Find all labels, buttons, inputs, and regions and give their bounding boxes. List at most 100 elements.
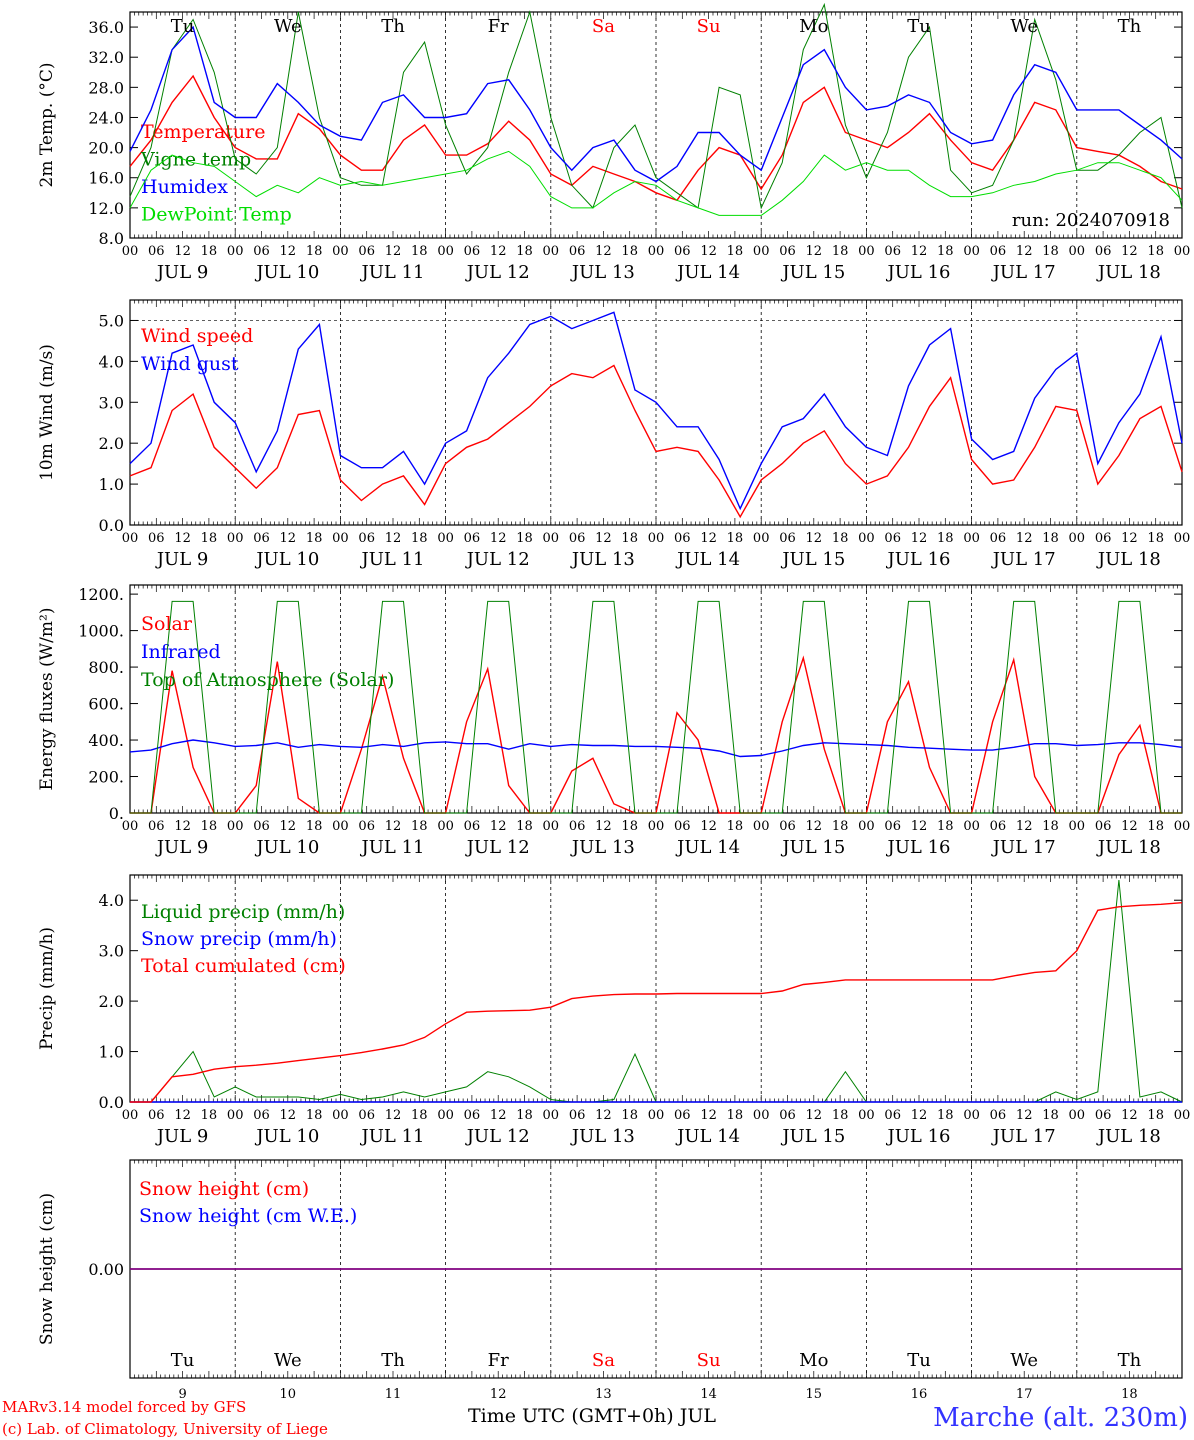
plot-frame <box>129 299 1183 526</box>
hour-label: 06 <box>990 244 1007 259</box>
hour-label: 06 <box>884 819 901 834</box>
y-tick-label: 32.0 <box>88 48 124 67</box>
y-tick-label: 0. <box>109 804 124 823</box>
hour-label: 00 <box>753 531 770 546</box>
date-label: JUL 15 <box>780 837 845 858</box>
date-label: JUL 16 <box>886 1126 951 1147</box>
hour-label: 00 <box>122 819 139 834</box>
hour-label: 06 <box>990 819 1007 834</box>
hour-label: 12 <box>1121 531 1138 546</box>
hour-label: 06 <box>569 531 586 546</box>
hour-label: 00 <box>963 1108 980 1123</box>
series-line-vigne-temp <box>129 2 1183 210</box>
hour-label: 00 <box>858 819 875 834</box>
date-label: JUL 11 <box>360 1126 425 1147</box>
hour-label: 00 <box>332 819 349 834</box>
y-tick-label: 0.0 <box>99 516 124 535</box>
hour-label: 12 <box>490 244 507 259</box>
chart-panels: 8.0 12.0 16.0 20.0 24.0 28.0 32.0 36.0 2m Temp. … <box>37 2 1191 1402</box>
panel-energy: 0. 200. 400. 600. 800. 1000. 1200. Energy fluxe… <box>37 584 1191 858</box>
hour-label: 12 <box>700 531 717 546</box>
legend-entry: Humidex <box>141 176 228 198</box>
hour-label: 18 <box>937 1108 954 1123</box>
hour-label: 00 <box>122 244 139 259</box>
date-label: JUL 12 <box>465 1126 530 1147</box>
hour-label: 12 <box>174 531 191 546</box>
hour-label: 12 <box>1016 1108 1033 1123</box>
hour-label: 18 <box>727 819 744 834</box>
legend-entry: Snow precip (mm/h) <box>141 928 337 950</box>
hour-label: 18 <box>1147 531 1164 546</box>
hour-label: 12 <box>806 531 823 546</box>
panel-precip: 0.0 1.0 2.0 3.0 4.0 Precip (mm/h) Liquid preci… <box>37 874 1190 1147</box>
hour-label: 00 <box>648 244 665 259</box>
hour-label: 06 <box>990 1108 1007 1123</box>
day-of-week-label: Mo <box>799 1350 828 1371</box>
hour-label: 12 <box>280 819 297 834</box>
day-of-week-label: Th <box>381 1350 405 1371</box>
hour-label: 06 <box>253 819 270 834</box>
date-label: JUL 18 <box>1096 837 1161 858</box>
hour-label: 12 <box>490 1108 507 1123</box>
hour-label: 18 <box>937 244 954 259</box>
hour-label: 00 <box>122 531 139 546</box>
day-of-week-label: We <box>274 16 302 37</box>
series-line-infrared <box>129 739 1183 758</box>
hour-label: 18 <box>1042 531 1059 546</box>
y-tick-label: 1.0 <box>99 1043 124 1062</box>
date-label: JUL 15 <box>780 262 845 283</box>
hour-label: 12 <box>174 819 191 834</box>
hour-label: 00 <box>858 531 875 546</box>
day-of-week-label: Th <box>1118 16 1142 37</box>
hour-label: 00 <box>1174 244 1191 259</box>
y-tick-label: 3.0 <box>99 942 124 961</box>
hour-label: 00 <box>1174 819 1191 834</box>
hour-label: 06 <box>779 244 796 259</box>
date-label: JUL 11 <box>360 837 425 858</box>
hour-label: 12 <box>595 531 612 546</box>
y-tick-label: 1.0 <box>99 475 124 494</box>
hour-label: 18 <box>1147 819 1164 834</box>
date-label: JUL 10 <box>254 1126 319 1147</box>
y-axis-label: Precip (mm/h) <box>37 927 57 1050</box>
legend-entry: Infrared <box>141 641 221 663</box>
hour-label: 06 <box>464 244 481 259</box>
hour-label: 06 <box>990 531 1007 546</box>
hour-label: 00 <box>332 531 349 546</box>
y-tick-label: 36.0 <box>88 18 124 37</box>
date-label: JUL 11 <box>360 549 425 570</box>
hour-label: 18 <box>832 244 849 259</box>
hour-label: 12 <box>280 244 297 259</box>
legend-entry: Top of Atmosphere (Solar) <box>141 669 394 691</box>
hour-label: 12 <box>595 244 612 259</box>
hour-label: 18 <box>832 531 849 546</box>
hour-label: 00 <box>227 244 244 259</box>
hour-label: 00 <box>648 819 665 834</box>
day-of-week-label: Tu <box>171 16 195 37</box>
hour-label: 06 <box>1095 531 1112 546</box>
date-label: JUL 15 <box>780 1126 845 1147</box>
hour-label: 18 <box>621 531 638 546</box>
hour-label: 06 <box>358 819 375 834</box>
hour-label: 06 <box>674 244 691 259</box>
hour-label: 18 <box>201 531 218 546</box>
hour-label: 12 <box>1016 244 1033 259</box>
hour-label: 18 <box>832 1108 849 1123</box>
date-label: JUL 15 <box>780 549 845 570</box>
hour-label: 06 <box>253 244 270 259</box>
hour-label: 18 <box>1042 1108 1059 1123</box>
day-of-week-label: Sa <box>592 16 615 37</box>
hour-label: 12 <box>385 531 402 546</box>
hour-label: 18 <box>306 531 323 546</box>
y-axis-label: 10m Wind (m/s) <box>37 344 57 481</box>
hour-label: 18 <box>727 531 744 546</box>
hour-label: 12 <box>595 1108 612 1123</box>
hour-label: 06 <box>884 531 901 546</box>
hour-label: 06 <box>779 1108 796 1123</box>
hour-label: 18 <box>937 819 954 834</box>
hour-label: 18 <box>727 244 744 259</box>
day-of-week-label: Fr <box>488 16 509 37</box>
hour-label: 06 <box>674 819 691 834</box>
hour-label: 18 <box>621 819 638 834</box>
